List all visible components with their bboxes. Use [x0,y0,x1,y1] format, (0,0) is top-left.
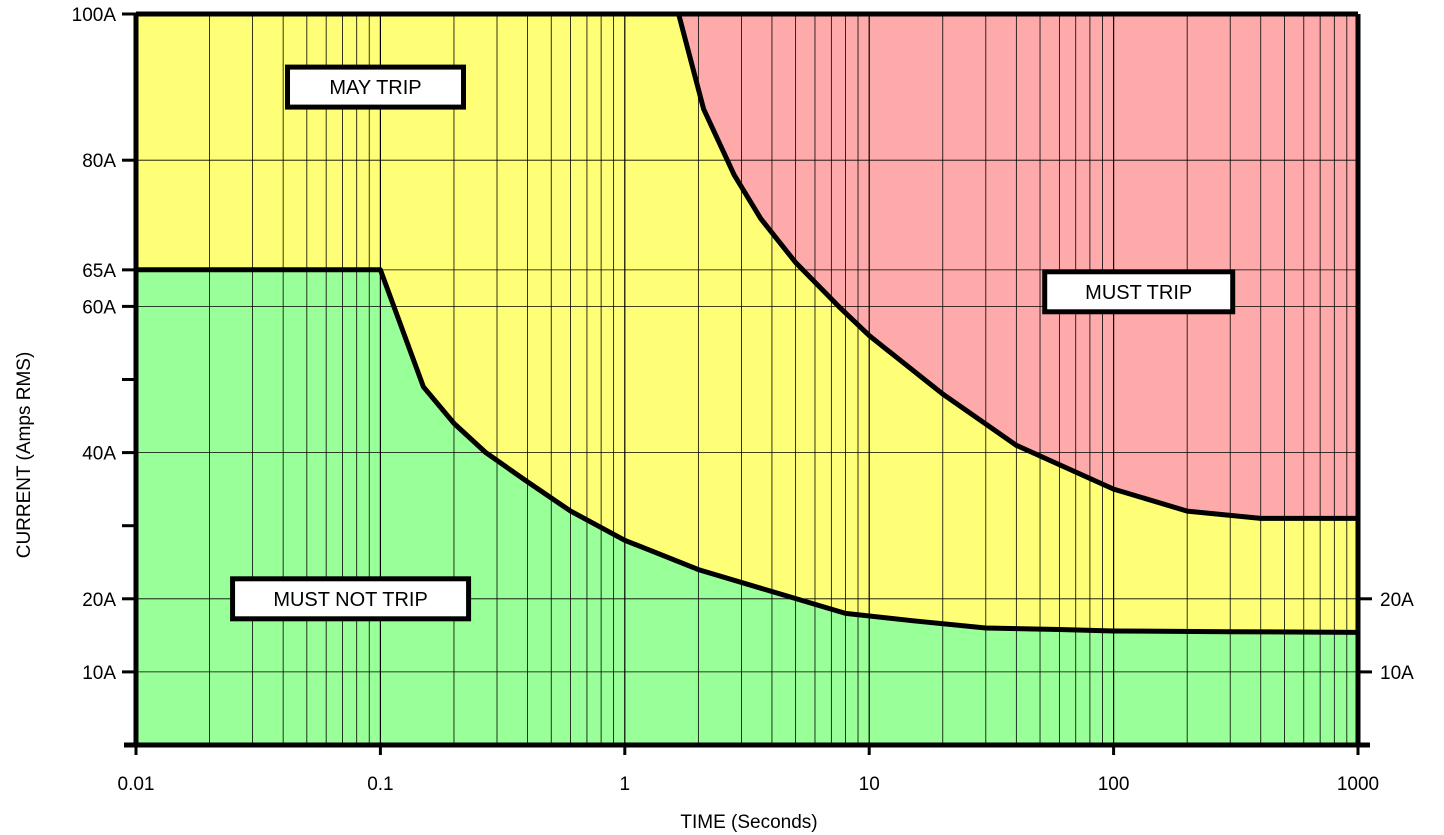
x-tick-label: 100 [1098,774,1130,795]
right-tick-label: 20A [1380,590,1414,611]
must-not-trip-label: MUST NOT TRIP [273,589,427,611]
y-tick-label: 60A [82,297,116,318]
region-fills [136,14,1358,745]
must-trip-label: MUST TRIP [1085,282,1192,304]
must-not-trip-box [230,576,472,622]
x-tick-label: 1000 [1337,774,1379,795]
y-tick-label: 10A [82,663,116,684]
x-tick-label: 0.01 [118,774,155,795]
x-axis-title: TIME (Seconds) [680,812,817,833]
y-tick-label: 100A [72,5,117,26]
may-trip-box [285,64,467,110]
axes [122,11,1372,755]
y-tick-label: 40A [82,444,116,465]
y-tick-label: 20A [82,590,116,611]
y-tick-label: 80A [82,151,116,172]
region-annotations: MAY TRIP MUST TRIP MUST NOT TRIP [230,64,1236,622]
upper-trip-curve [676,13,1358,521]
y-axis-title: CURRENT (Amps RMS) [14,352,35,559]
lower-trip-curve [136,267,1359,635]
x-tick-label: 1 [620,774,631,795]
must-not-trip-region [136,269,1358,745]
must-trip-box [1042,269,1236,315]
must-trip-region [678,14,1358,519]
right-tick-label: 10A [1380,663,1414,684]
y-tick-label: 65A [82,261,116,282]
axis-labels: 10A 20A 40A 60A 65A 80A 100A 20A 10A 0.01 0.1 1 10 10… [72,5,1415,795]
x-tick-label: 0.1 [367,774,393,795]
trip-curves [136,13,1359,635]
x-tick-label: 10 [859,774,880,795]
may-trip-label: MAY TRIP [329,77,421,99]
